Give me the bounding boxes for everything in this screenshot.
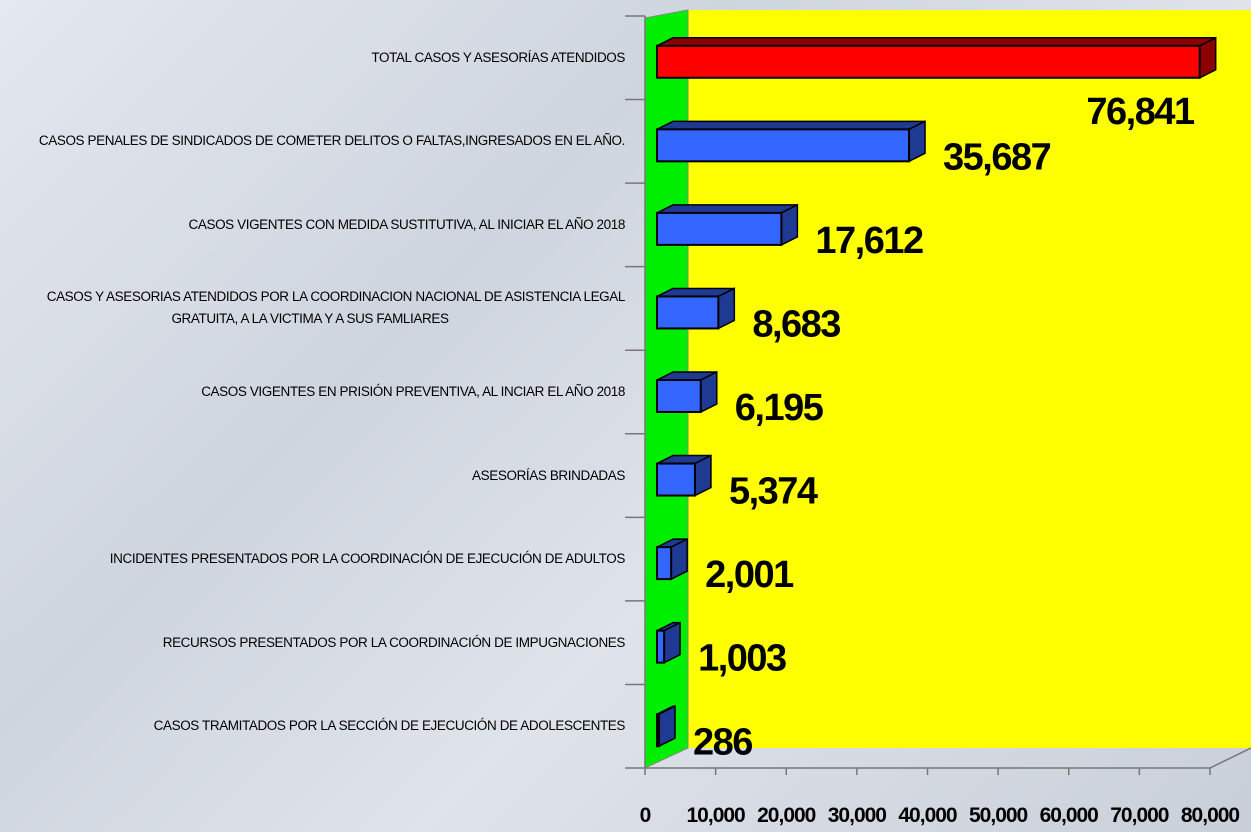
- x-tick-label: 80,000: [1181, 804, 1240, 827]
- x-tick-label: 10,000: [687, 804, 746, 827]
- bar: [657, 631, 664, 663]
- x-tick-label: 40,000: [898, 804, 957, 827]
- value-label: 35,687: [943, 136, 1051, 178]
- x-tick-label: 60,000: [1040, 804, 1099, 827]
- bar: [657, 380, 701, 412]
- value-label: 76,841: [1086, 91, 1195, 133]
- value-label: 8,683: [752, 303, 840, 345]
- bar: [657, 296, 718, 328]
- x-tick-label: 50,000: [969, 804, 1028, 827]
- x-tick-label: 70,000: [1110, 804, 1169, 827]
- bar-side: [1200, 38, 1216, 78]
- bar-side: [671, 539, 687, 579]
- value-label: 1,003: [698, 638, 786, 680]
- bar-side: [659, 706, 675, 746]
- x-tick-label: 0: [640, 804, 651, 827]
- category-label: ASESORÍAS BRINDADAS: [0, 465, 625, 487]
- value-label: 286: [693, 721, 752, 763]
- category-label: CASOS VIGENTES EN PRISIÓN PREVENTIVA, AL…: [0, 381, 625, 403]
- bar-side: [701, 372, 717, 412]
- x-tick-label: 30,000: [828, 804, 887, 827]
- category-label: CASOS VIGENTES CON MEDIDA SUSTITUTIVA, A…: [0, 214, 625, 236]
- bar-top: [657, 38, 1216, 46]
- bar-side: [909, 121, 925, 161]
- x-tick-label: 20,000: [757, 804, 816, 827]
- bar: [657, 129, 909, 161]
- bar-top: [657, 205, 797, 213]
- category-label: INCIDENTES PRESENTADOS POR LA COORDINACI…: [0, 548, 625, 570]
- category-label: RECURSOS PRESENTADOS POR LA COORDINACIÓN…: [0, 632, 625, 654]
- value-label: 2,001: [705, 554, 794, 596]
- category-label: CASOS Y ASESORIAS ATENDIDOS POR LA COORD…: [0, 286, 625, 330]
- category-label: CASOS PENALES DE SINDICADOS DE COMETER D…: [0, 130, 625, 152]
- bar-side: [664, 623, 680, 663]
- bar-side: [695, 456, 711, 496]
- bar: [657, 464, 695, 496]
- bar: [657, 213, 781, 245]
- value-label: 17,612: [815, 220, 923, 262]
- category-label: TOTAL CASOS Y ASESORÍAS ATENDIDOS: [0, 47, 625, 69]
- page: {"chart_data":{"type":"bar3d-horizontal"…: [0, 0, 1251, 832]
- value-label: 5,374: [729, 471, 818, 513]
- bar-top: [657, 121, 925, 129]
- value-label: 6,195: [735, 387, 824, 429]
- bar: [657, 714, 659, 746]
- bar: [657, 547, 671, 579]
- bar-side: [781, 205, 797, 245]
- bar: [657, 46, 1200, 78]
- category-label: CASOS TRAMITADOS POR LA SECCIÓN DE EJECU…: [0, 715, 625, 737]
- bar-side: [718, 288, 734, 328]
- chart: 0 10,000 20,000 30,000 40,000 50,000 60,000 70,…: [0, 0, 1251, 832]
